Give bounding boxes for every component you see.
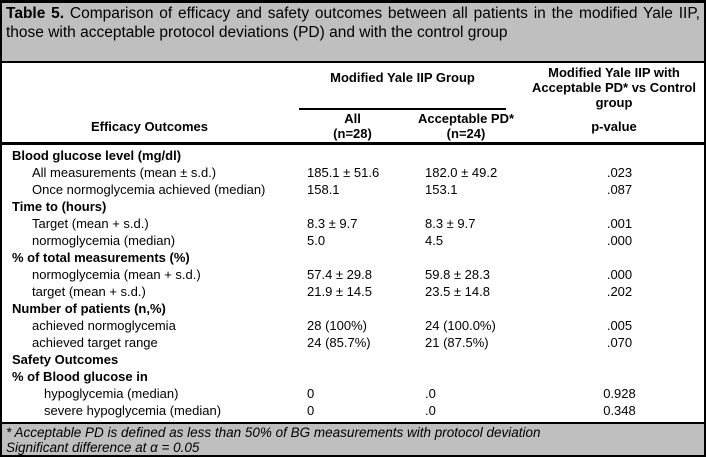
cell-all-value: 24 (85.7%) bbox=[307, 335, 371, 350]
cell-pvalue: .005 bbox=[606, 318, 633, 333]
cell-pvalue bbox=[535, 300, 704, 317]
row-label: % of Blood glucose in bbox=[12, 369, 148, 384]
table-row: % of Blood glucose in bbox=[2, 368, 704, 385]
row-label: achieved target range bbox=[32, 335, 158, 350]
row-label: hypoglycemia (median) bbox=[44, 386, 179, 401]
row-label: normoglycemia (mean + s.d.) bbox=[32, 267, 201, 282]
row-label: Safety Outcomes bbox=[12, 352, 119, 367]
cell-acceptable-pd-value: 59.8 ± 28.3 bbox=[425, 267, 490, 282]
row-label: normoglycemia (median) bbox=[32, 233, 176, 248]
cell-pvalue bbox=[535, 147, 704, 164]
cell-acceptable-pd-value: 153.1 bbox=[425, 182, 458, 197]
cell-all-value: 185.1 ± 51.6 bbox=[307, 165, 380, 180]
cell-all-value: 5.0 bbox=[307, 233, 326, 248]
cell-acceptable-pd-value bbox=[415, 147, 535, 164]
table-row: target (mean + s.d.) 21.9 ± 14.5 23.5 ± 14… bbox=[2, 283, 704, 300]
table-row: Safety Outcomes bbox=[2, 351, 704, 368]
cell-pvalue: 0.348 bbox=[603, 403, 636, 418]
table-row: achieved normoglycemia 28 (100%) 24 (100.0… bbox=[2, 317, 704, 334]
cell-pvalue: .023 bbox=[606, 165, 633, 180]
cell-acceptable-pd-value: 4.5 bbox=[425, 233, 444, 248]
table-row: Target (mean + s.d.) 8.3 ± 9.7 8.3 ± 9.7 .0… bbox=[2, 215, 704, 232]
table-footnotes: * Acceptable PD is defined as less than … bbox=[2, 422, 704, 455]
column-group-modified-yale-iip: Modified Yale IIP Group bbox=[299, 63, 506, 110]
cell-pvalue: .000 bbox=[606, 267, 633, 282]
row-label: % of total measurements (%) bbox=[12, 250, 190, 265]
table-number-label: Table 5. bbox=[6, 5, 65, 22]
footnote-significance: Significant difference at α = 0.05 bbox=[6, 440, 200, 455]
cell-pvalue: .001 bbox=[606, 216, 633, 231]
cell-pvalue: .000 bbox=[606, 233, 633, 248]
table-caption: Table 5. Comparison of efficacy and safe… bbox=[2, 3, 704, 63]
cell-acceptable-pd-value bbox=[415, 351, 535, 368]
cell-all-value bbox=[297, 249, 415, 266]
cell-all-value: 21.9 ± 14.5 bbox=[307, 284, 372, 299]
table-row: Blood glucose level (mg/dl) bbox=[2, 147, 704, 164]
cell-pvalue bbox=[535, 249, 704, 266]
cell-pvalue bbox=[535, 198, 704, 215]
cell-all-value bbox=[297, 368, 415, 385]
cell-all-value: 57.4 ± 29.8 bbox=[307, 267, 372, 282]
row-label: target (mean + s.d.) bbox=[32, 284, 146, 299]
table-row: achieved target range 24 (85.7%) 21 (87.5%… bbox=[2, 334, 704, 351]
cell-acceptable-pd-value bbox=[415, 368, 535, 385]
row-label: All measurements (mean ± s.d.) bbox=[32, 165, 217, 180]
header-group-row: Modified Yale IIP Group Modified Yale II… bbox=[2, 63, 704, 110]
cell-acceptable-pd-value bbox=[415, 300, 535, 317]
column-header-efficacy-outcomes: Efficacy Outcomes bbox=[90, 118, 209, 134]
table-row: hypoglycemia (median) 0 .0 0.928 bbox=[2, 385, 704, 402]
cell-acceptable-pd-value: 8.3 ± 9.7 bbox=[425, 216, 476, 231]
cell-all-value: 0 bbox=[307, 403, 315, 418]
cell-acceptable-pd-value: 21 (87.5%) bbox=[425, 335, 489, 350]
cell-pvalue bbox=[535, 368, 704, 385]
cell-all-value: 28 (100%) bbox=[307, 318, 367, 333]
table-row: % of total measurements (%) bbox=[2, 249, 704, 266]
table-row: Number of patients (n,%) bbox=[2, 300, 704, 317]
cell-acceptable-pd-value: .0 bbox=[425, 386, 436, 401]
column-group-comparison: Modified Yale IIP with Acceptable PD* vs… bbox=[532, 65, 696, 110]
table-row: normoglycemia (mean + s.d.) 57.4 ± 29.8 59… bbox=[2, 266, 704, 283]
table-row: Once normoglycemia achieved (median) 158.… bbox=[2, 181, 704, 198]
cell-pvalue: .202 bbox=[606, 284, 633, 299]
column-header-acceptable-pd: Acceptable PD* (n=24) bbox=[417, 111, 515, 141]
row-label: achieved normoglycemia bbox=[32, 318, 176, 333]
cell-all-value bbox=[297, 198, 415, 215]
table-header: Modified Yale IIP Group Modified Yale II… bbox=[2, 63, 704, 145]
row-label: Once normoglycemia achieved (median) bbox=[32, 182, 266, 197]
cell-all-value bbox=[297, 351, 415, 368]
cell-pvalue: .070 bbox=[606, 335, 633, 350]
footnote-acceptable-pd: * Acceptable PD is defined as less than … bbox=[6, 425, 541, 440]
row-label: severe hypoglycemia (median) bbox=[44, 403, 222, 418]
caption-text: Comparison of efficacy and safety outcom… bbox=[6, 5, 700, 41]
row-label: Time to (hours) bbox=[12, 199, 107, 214]
table-row: normoglycemia (median) 5.0 4.5 .000 bbox=[2, 232, 704, 249]
cell-acceptable-pd-value bbox=[415, 249, 535, 266]
table-row: All measurements (mean ± s.d.) 185.1 ± 51… bbox=[2, 164, 704, 181]
cell-pvalue: .087 bbox=[606, 182, 633, 197]
table-body: Blood glucose level (mg/dl) All measureme… bbox=[2, 145, 704, 422]
cell-acceptable-pd-value: .0 bbox=[425, 403, 436, 418]
cell-all-value bbox=[297, 300, 415, 317]
row-label: Number of patients (n,%) bbox=[12, 301, 166, 316]
cell-all-value: 0 bbox=[307, 386, 315, 401]
cell-all-value: 8.3 ± 9.7 bbox=[307, 216, 358, 231]
cell-all-value bbox=[297, 147, 415, 164]
table-row: Time to (hours) bbox=[2, 198, 704, 215]
cell-pvalue bbox=[535, 351, 704, 368]
table-row: severe hypoglycemia (median) 0 .0 0.348 bbox=[2, 402, 704, 419]
cell-acceptable-pd-value: 24 (100.0%) bbox=[425, 318, 496, 333]
column-header-pvalue: p-value bbox=[591, 118, 637, 134]
cell-all-value: 158.1 bbox=[307, 182, 340, 197]
row-label: Blood glucose level (mg/dl) bbox=[12, 148, 182, 163]
header-spacer-cell bbox=[2, 63, 297, 110]
header-columns-row: Efficacy Outcomes All (n=28) Acceptable … bbox=[2, 110, 704, 145]
cell-pvalue: 0.928 bbox=[603, 386, 636, 401]
row-label: Target (mean + s.d.) bbox=[32, 216, 149, 231]
cell-acceptable-pd-value bbox=[415, 198, 535, 215]
cell-acceptable-pd-value: 182.0 ± 49.2 bbox=[425, 165, 498, 180]
cell-acceptable-pd-value: 23.5 ± 14.8 bbox=[425, 284, 490, 299]
column-header-all: All (n=28) bbox=[333, 111, 372, 141]
